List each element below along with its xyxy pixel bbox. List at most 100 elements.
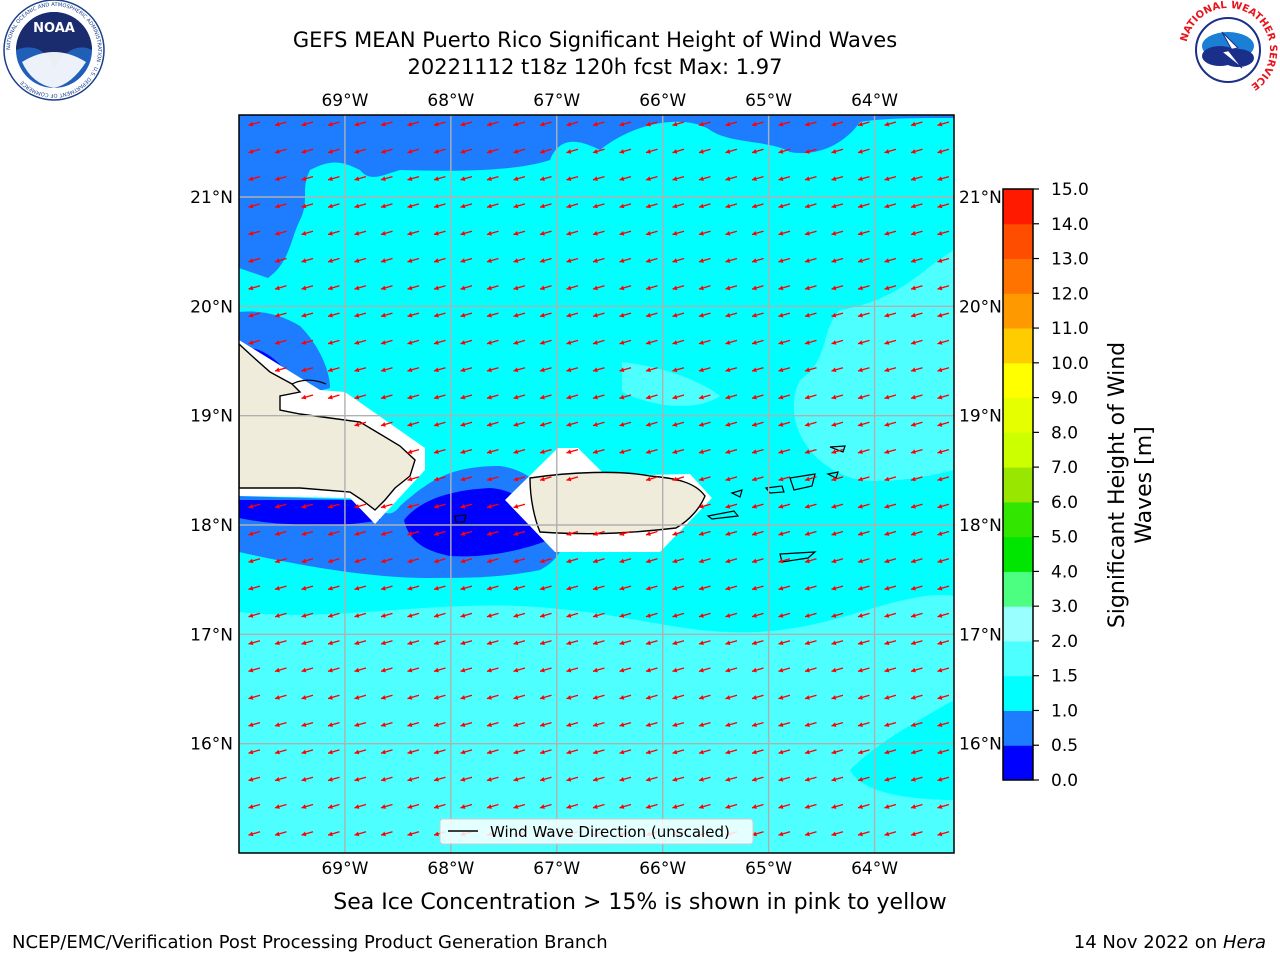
arrowhead-31 [354,149,360,154]
arrowhead-330 [751,449,757,455]
arrowhead-195 [407,312,413,318]
arrowhead-126 [725,230,731,236]
arrowhead-343 [539,476,545,482]
arrowhead-601 [460,749,466,755]
arrowhead-17 [698,121,704,127]
arrowhead-553 [619,695,625,700]
colorbar-tick-label-11: 9.0 [1051,389,1078,409]
arrowhead-406 [301,558,307,564]
arrowhead-534 [831,667,837,673]
arrowhead-304 [619,422,625,427]
arrowhead-141 [407,258,413,263]
arrowhead-153 [725,258,731,263]
arrowhead-431 [248,585,254,591]
arrowhead-339 [433,476,439,482]
arrowhead-448 [698,585,704,591]
arrowhead-475 [698,613,704,618]
arrowhead-565 [937,695,943,700]
arrowhead-302 [566,422,572,427]
lat-label-right-3: 18°N [959,516,1002,536]
arrowhead-208 [751,312,757,318]
arrowhead-132 [884,230,890,236]
colorbar-tick-label-12: 10.0 [1051,354,1089,374]
arrowhead-391 [619,531,625,536]
arrowhead-282 [645,394,651,400]
arrowhead-80 [937,176,943,182]
arrowhead-146 [539,258,545,263]
arrowhead-142 [433,258,439,263]
arrowhead-498 [592,640,598,646]
arrowhead-630 [513,776,519,782]
arrowhead-518 [407,667,413,673]
wind-wave-direction-arrows [248,121,950,837]
arrowhead-270 [327,394,333,400]
arrowhead-626 [407,776,413,782]
arrowhead-546 [433,695,439,700]
arrowhead-94 [592,203,598,209]
arrowhead-161 [937,258,943,263]
arrowhead-175 [592,285,598,291]
arrowhead-283 [672,394,678,400]
arrowhead-308 [725,422,731,427]
arrowhead-473 [645,613,651,618]
arrowhead-52 [910,149,916,154]
arrowhead-567 [274,722,280,728]
arrowhead-500 [645,640,651,646]
arrowhead-497 [566,640,572,646]
arrowhead-322 [539,449,545,455]
arrowhead-358 [274,503,280,509]
arrowhead-668 [804,804,810,809]
arrowhead-214 [910,312,916,318]
arrowhead-470 [566,613,572,618]
arrowhead-261 [751,367,757,373]
arrowhead-393 [672,531,678,536]
arrowhead-609 [672,749,678,755]
arrowhead-610 [698,749,704,755]
arrowhead-699 [910,831,916,837]
arrowhead-190 [274,312,280,318]
arrowhead-351 [804,476,810,482]
arrowhead-617 [884,749,890,755]
arrowhead-229 [592,340,598,345]
arrowhead-636 [672,776,678,782]
arrowhead-176 [619,285,625,291]
arrowhead-200 [539,312,545,318]
arrowhead-58 [354,176,360,182]
arrowhead-291 [884,394,890,400]
arrowhead-399 [831,531,837,536]
arrowhead-240 [884,340,890,345]
arrowhead-359 [301,503,307,509]
arrowhead-307 [698,422,704,427]
arrowhead-569 [327,722,333,728]
colorbar-segment-7 [1003,501,1033,538]
arrowhead-639 [751,776,757,782]
arrowhead-501 [672,640,678,646]
arrowhead-73 [751,176,757,182]
colorbar-title-line1: Significant Height of Wind [1105,342,1130,628]
arrowhead-241 [910,340,916,345]
arrowhead-481 [857,613,863,618]
arrowhead-633 [592,776,598,782]
arrowhead-413 [486,558,492,564]
arrowhead-624 [354,776,360,782]
arrowhead-476 [725,613,731,618]
arrowhead-669 [831,804,837,809]
arrowhead-372 [804,503,810,509]
colorbar-segment-14 [1003,258,1033,294]
arrowhead-252 [513,367,519,373]
arrowhead-370 [751,503,757,509]
arrowhead-178 [672,285,678,291]
arrowhead-180 [725,285,731,291]
arrowhead-171 [486,285,492,291]
arrowhead-660 [592,804,598,809]
colorbar-segment-15 [1003,223,1033,260]
arrowhead-506 [804,640,810,646]
arrowhead-19 [751,121,757,127]
arrowhead-295 [380,422,386,427]
colorbar-tick-label-5: 3.0 [1051,597,1078,617]
arrowhead-154 [751,258,757,263]
arrowhead-484 [937,613,943,618]
arrowhead-676 [301,831,307,837]
arrowhead-489 [354,640,360,646]
